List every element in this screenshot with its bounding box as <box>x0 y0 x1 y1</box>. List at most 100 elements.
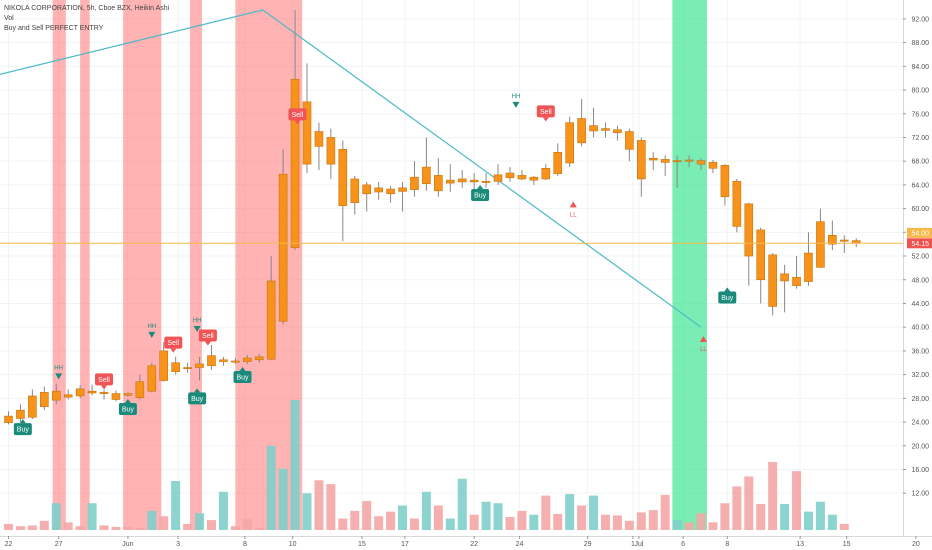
volume-bar <box>445 518 455 530</box>
candle-body <box>243 357 252 362</box>
time-tick-label: 24 <box>516 541 524 548</box>
buy-signal-label: Buy <box>721 295 734 302</box>
volume-bar <box>815 501 825 530</box>
candle-body <box>63 394 73 398</box>
price-axis[interactable]: 92.00 88.00 84.00 80.00 76.00 72.00 68.00 64.00… <box>903 0 932 550</box>
volume-bar <box>708 522 718 530</box>
candle-body <box>398 187 407 192</box>
sell-zone-band <box>189 0 202 530</box>
candle-body <box>744 203 754 257</box>
volume-bar <box>374 516 384 530</box>
volume-bar <box>756 504 766 530</box>
price-tick-label: 60.00 <box>911 206 929 213</box>
time-axis[interactable]: 22 27 Jun 3 8 10 15 17 22 24 29 1 Jul 6 8 13 15 20 <box>0 536 932 550</box>
sell-signal-badge <box>288 108 307 121</box>
sell-signal-label: Sell <box>540 109 552 116</box>
price-tick-label: 24.00 <box>911 420 929 427</box>
volume-bar <box>768 461 778 530</box>
volume-bar <box>433 505 443 530</box>
candle-body <box>469 179 479 183</box>
price-tick-label: 16.00 <box>911 467 929 474</box>
candle-body <box>517 175 527 180</box>
volume-bar <box>720 503 730 530</box>
volume-bar <box>290 400 300 530</box>
candle-body <box>278 173 288 322</box>
candle-body <box>720 165 730 198</box>
sell-signal-label: Sell <box>98 377 110 384</box>
candle-body <box>266 280 276 360</box>
sell-signal-pointer <box>294 120 301 125</box>
indicator-label: Buy and Sell PERFECT ENTRY <box>4 25 104 32</box>
lower-low-arrow <box>699 336 707 342</box>
candle-body <box>123 393 133 396</box>
time-tick-label: 20 <box>912 541 920 548</box>
volume-bar <box>744 476 754 530</box>
candle-body <box>493 174 503 182</box>
candle-body <box>326 137 336 165</box>
time-tick-label: 22 <box>5 541 13 548</box>
price-tick-label: 20.00 <box>911 443 929 450</box>
sell-zone-band <box>123 0 162 530</box>
higher-high-label: HH <box>147 324 156 330</box>
buy-signal-label: Buy <box>122 406 135 413</box>
volume-bar <box>254 527 264 530</box>
volume-bar <box>302 493 312 530</box>
price-tick-label: 36.00 <box>911 348 929 355</box>
volume-bar <box>195 513 205 530</box>
candle-body <box>792 277 801 286</box>
volume-bar <box>780 504 790 530</box>
candle-body <box>529 176 539 181</box>
volume-bar <box>362 500 372 530</box>
volume-bar <box>589 495 599 530</box>
candle-body <box>672 160 682 163</box>
price-tick-label: 48.00 <box>911 277 929 284</box>
sell-signal-label: Sell <box>202 333 214 340</box>
price-tick-label: 64.00 <box>911 182 929 189</box>
volume-bar <box>696 513 706 530</box>
volume-bar <box>159 516 169 530</box>
price-tick-label: 92.00 <box>911 16 929 23</box>
volume-bar <box>541 495 551 530</box>
candle-body <box>648 157 658 161</box>
volume-bar <box>469 514 479 530</box>
volume-bar <box>493 503 503 530</box>
volume-bars <box>4 400 849 530</box>
candle-body <box>290 79 300 249</box>
buy-signal-pointer <box>239 366 246 371</box>
volume-bar <box>421 491 431 530</box>
volume-bar <box>39 520 49 530</box>
candle-body <box>434 175 443 192</box>
candle-body <box>541 167 551 180</box>
candle-body <box>362 184 372 195</box>
buy-signal-label: Buy <box>191 396 204 403</box>
candle-body <box>756 229 766 281</box>
volume-bar <box>218 491 228 530</box>
candle-body <box>374 187 383 193</box>
buy-signal-label: Buy <box>236 374 249 381</box>
time-tick-label: 10 <box>289 541 297 548</box>
lower-low-label: LL <box>570 212 577 218</box>
volume-bar <box>4 523 13 530</box>
candle-body <box>386 188 395 195</box>
price-tick-label: 76.00 <box>911 111 929 118</box>
volume-bar <box>386 511 396 530</box>
volume-bar <box>839 523 849 530</box>
candle-body <box>445 179 455 184</box>
time-tick-label: 27 <box>55 541 63 548</box>
buy-signal-pointer <box>124 398 131 403</box>
sell-signal-pointer <box>101 385 108 390</box>
lower-low-label: LL <box>700 347 707 353</box>
candle-body <box>51 390 61 401</box>
candle-body <box>111 393 121 400</box>
candle-body <box>684 159 694 162</box>
volume-bar <box>314 480 324 530</box>
volume-bar <box>505 517 515 530</box>
candle-body <box>16 409 25 419</box>
volume-bar <box>803 511 813 530</box>
volume-bar <box>732 486 742 530</box>
candle-body <box>780 273 789 282</box>
sell-signal-label: Sell <box>167 340 179 347</box>
price-tick-label: 44.00 <box>911 301 929 308</box>
candle-body <box>135 381 145 399</box>
